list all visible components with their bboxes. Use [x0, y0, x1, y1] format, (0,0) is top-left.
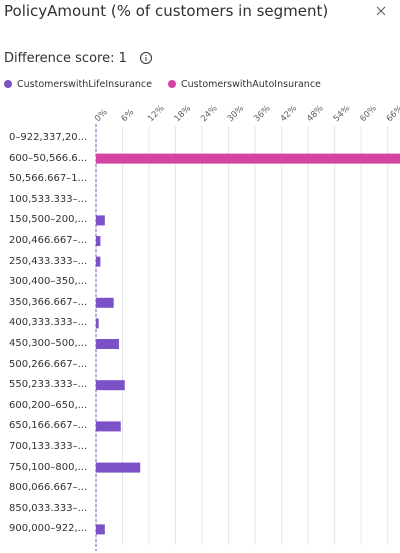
category-label: 550,233.333–... — [9, 379, 88, 391]
category-label: 200,466.667–... — [9, 235, 88, 246]
bar-life-insurance[interactable] — [96, 462, 141, 473]
category-label: 250,433.333–... — [9, 255, 88, 267]
close-icon — [376, 6, 386, 16]
bar-life-insurance[interactable] — [96, 215, 105, 226]
bar-life-insurance[interactable] — [96, 339, 119, 349]
category-label: 900,000–922,... — [9, 523, 88, 535]
category-label: 0–922,337,20... — [9, 132, 88, 143]
x-tick-label: 24% — [199, 104, 219, 124]
x-tick-label: 0% — [93, 108, 110, 125]
category-label: 600–50,566.6... — [9, 152, 88, 164]
x-tick-label: 54% — [332, 104, 352, 124]
x-tick-label: 42% — [279, 104, 299, 124]
legend-item-life[interactable]: CustomerswithLifeInsurance — [4, 79, 152, 90]
category-label: 750,100–800,... — [9, 461, 88, 473]
category-label: 800,066.667–... — [9, 482, 88, 494]
bar-life-insurance[interactable] — [96, 297, 114, 308]
category-label: 100,533.333–... — [9, 193, 88, 205]
category-label: 600,200–650,... — [9, 399, 88, 411]
x-tick-label: 48% — [305, 104, 325, 124]
bar-life-insurance[interactable] — [96, 524, 105, 535]
category-label: 700,133.333–... — [9, 441, 88, 452]
legend-label-life: CustomerswithLifeInsurance — [17, 78, 152, 90]
x-tick-label: 6% — [120, 108, 137, 125]
category-label: 50,566.667–1... — [9, 173, 88, 185]
panel-title: PolicyAmount (% of customers in segment) — [4, 2, 329, 20]
chart-legend: CustomerswithLifeInsurance Customerswith… — [4, 77, 321, 91]
bar-life-insurance[interactable] — [96, 236, 101, 246]
category-label: 500,266.667–... — [9, 358, 88, 370]
x-tick-label: 12% — [146, 104, 166, 124]
x-tick-label: 30% — [226, 104, 246, 124]
bar-life-insurance[interactable] — [96, 421, 121, 432]
category-label: 300,400–350,... — [9, 276, 88, 288]
legend-item-auto[interactable]: CustomerswithAutoInsurance — [167, 78, 321, 90]
category-label: 450,300–500,... — [9, 338, 88, 349]
bar-life-insurance[interactable] — [96, 256, 101, 267]
category-label: 350,366.667–... — [9, 296, 88, 308]
category-label: 400,333.333–... — [9, 317, 88, 329]
bar-auto-insurance[interactable] — [96, 153, 400, 164]
legend-label-auto: CustomerswithAutoInsurance — [180, 78, 321, 90]
category-label: 850,033.333–... — [9, 502, 88, 514]
x-tick-label: 36% — [252, 104, 272, 124]
bar-life-insurance[interactable] — [96, 318, 99, 329]
x-tick-label: 60% — [358, 104, 378, 124]
x-tick-label: 66% — [385, 104, 400, 124]
category-label: 650,166.667–... — [9, 420, 88, 432]
x-tick-label: 18% — [173, 104, 193, 124]
info-icon[interactable] — [139, 51, 153, 65]
bar-life-insurance[interactable] — [96, 380, 125, 391]
difference-score-label: Difference score: 1 — [4, 50, 127, 66]
difference-score-row: Difference score: 1 — [4, 49, 153, 67]
legend-swatch-auto — [167, 80, 176, 88]
close-button[interactable] — [372, 2, 390, 20]
legend-swatch-life — [4, 80, 12, 88]
category-label: 150,500–200,... — [9, 214, 88, 226]
